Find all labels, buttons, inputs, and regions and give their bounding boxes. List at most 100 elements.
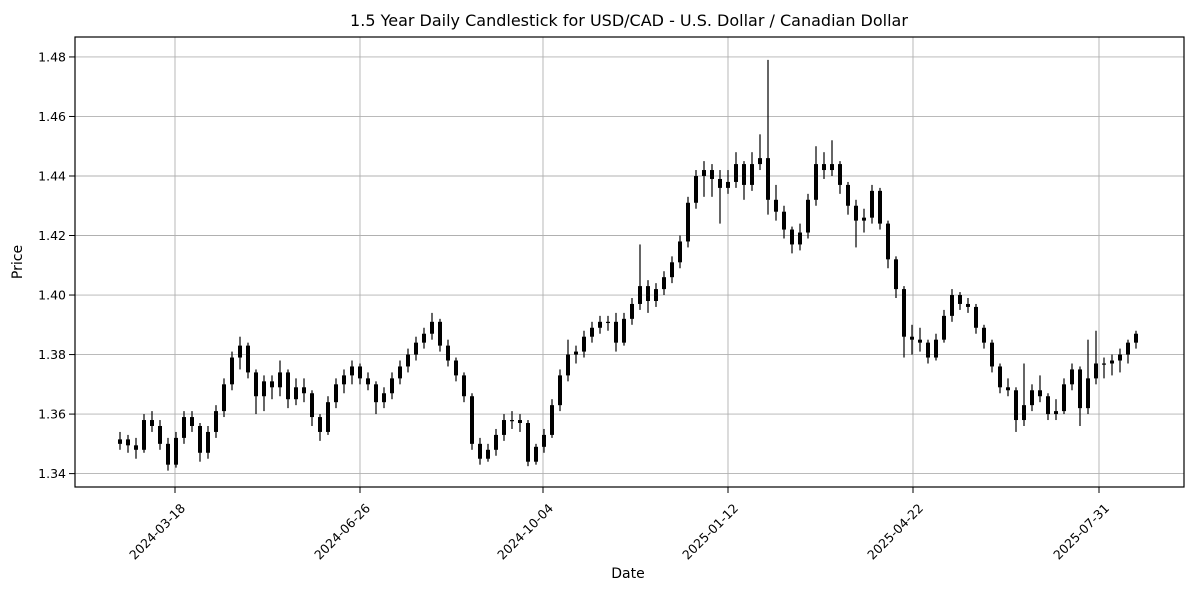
candle-body <box>822 164 826 171</box>
candle <box>1030 384 1034 412</box>
candle <box>830 140 834 176</box>
y-tick-label: 1.44 <box>38 168 66 183</box>
candle <box>702 161 706 197</box>
candle-body <box>614 321 618 343</box>
candle-body <box>438 321 442 346</box>
candle <box>486 443 490 462</box>
candle-body <box>350 366 354 376</box>
candle-body <box>158 425 162 444</box>
x-tick-label: 2025-07-31 <box>1050 501 1112 563</box>
candle-body <box>198 425 202 453</box>
candle-body <box>1134 333 1138 343</box>
candle-body <box>254 372 258 397</box>
x-tick-label: 2025-04-22 <box>864 501 926 563</box>
candle <box>934 333 938 361</box>
candle <box>782 205 786 239</box>
candle-body <box>710 170 714 179</box>
candle <box>838 161 842 194</box>
candle-body <box>646 286 650 301</box>
axes-layer: 1.34 1.36 1.38 1.40 1.42 1.44 1.46 1.48 2024-03-… <box>38 36 1185 563</box>
candle-body <box>470 396 474 444</box>
candle <box>198 423 202 462</box>
candle-body <box>302 387 306 394</box>
candle-body <box>950 295 954 316</box>
candle-body <box>270 381 274 388</box>
candle <box>846 181 850 215</box>
x-axis-label: Date <box>611 566 644 582</box>
candle-body <box>502 420 506 435</box>
candle <box>454 357 458 382</box>
y-tick-label: 1.38 <box>38 347 66 362</box>
candle <box>550 399 554 438</box>
candle-body <box>886 223 890 260</box>
candle <box>726 170 730 194</box>
candle-body <box>1086 378 1090 409</box>
candle-body <box>1094 363 1098 379</box>
candle <box>494 428 498 456</box>
candle <box>334 378 338 409</box>
candle-body <box>206 431 210 453</box>
candle <box>158 420 162 450</box>
candle-body <box>798 232 802 245</box>
candle-body <box>118 439 122 444</box>
candle <box>854 199 858 248</box>
candle-body <box>934 339 938 358</box>
candle <box>350 360 354 385</box>
candle <box>814 146 818 206</box>
candle-body <box>638 286 642 304</box>
plot-frame <box>74 36 1185 488</box>
candle-body <box>726 181 730 188</box>
candle-body <box>670 262 674 278</box>
candle-body <box>1054 411 1058 415</box>
candle <box>462 372 466 403</box>
candle <box>558 369 562 412</box>
candle <box>750 152 754 191</box>
candle-body <box>398 366 402 379</box>
candle-body <box>894 259 898 290</box>
candle-body <box>486 449 490 459</box>
candle <box>630 298 634 325</box>
candle-body <box>790 229 794 245</box>
candle-body <box>134 445 138 450</box>
candle <box>574 345 578 364</box>
candle <box>406 348 410 373</box>
candle <box>246 342 250 379</box>
candle <box>742 161 746 200</box>
candle-body <box>150 420 154 426</box>
candle <box>278 360 282 397</box>
candle <box>958 292 962 310</box>
candle <box>518 414 522 432</box>
candle-body <box>1126 342 1130 355</box>
candle-body <box>334 384 338 403</box>
candle-body <box>990 342 994 367</box>
candle <box>238 336 242 370</box>
candle-body <box>870 190 874 218</box>
candle-body <box>214 411 218 432</box>
candle <box>286 369 290 409</box>
x-tick-label: 2024-10-04 <box>494 500 556 562</box>
candle <box>326 396 330 435</box>
candle-body <box>582 336 586 352</box>
candle-body <box>126 439 130 446</box>
x-tick-label: 2024-03-18 <box>126 500 188 562</box>
candle-body <box>374 384 378 403</box>
candle-body <box>558 375 562 406</box>
candle-body <box>590 327 594 337</box>
candle-body <box>382 393 386 403</box>
candle <box>766 59 770 215</box>
candle <box>710 164 714 197</box>
candle-body <box>166 443 170 465</box>
candle <box>1022 363 1026 426</box>
candle-body <box>358 366 362 379</box>
candle <box>902 286 906 358</box>
candle <box>1062 378 1066 415</box>
candle-body <box>390 378 394 394</box>
candle <box>662 271 666 296</box>
candle <box>430 312 434 340</box>
candle <box>270 375 274 400</box>
candle <box>310 390 314 426</box>
candle <box>318 414 322 441</box>
candle <box>1110 354 1114 376</box>
candle <box>134 437 138 459</box>
